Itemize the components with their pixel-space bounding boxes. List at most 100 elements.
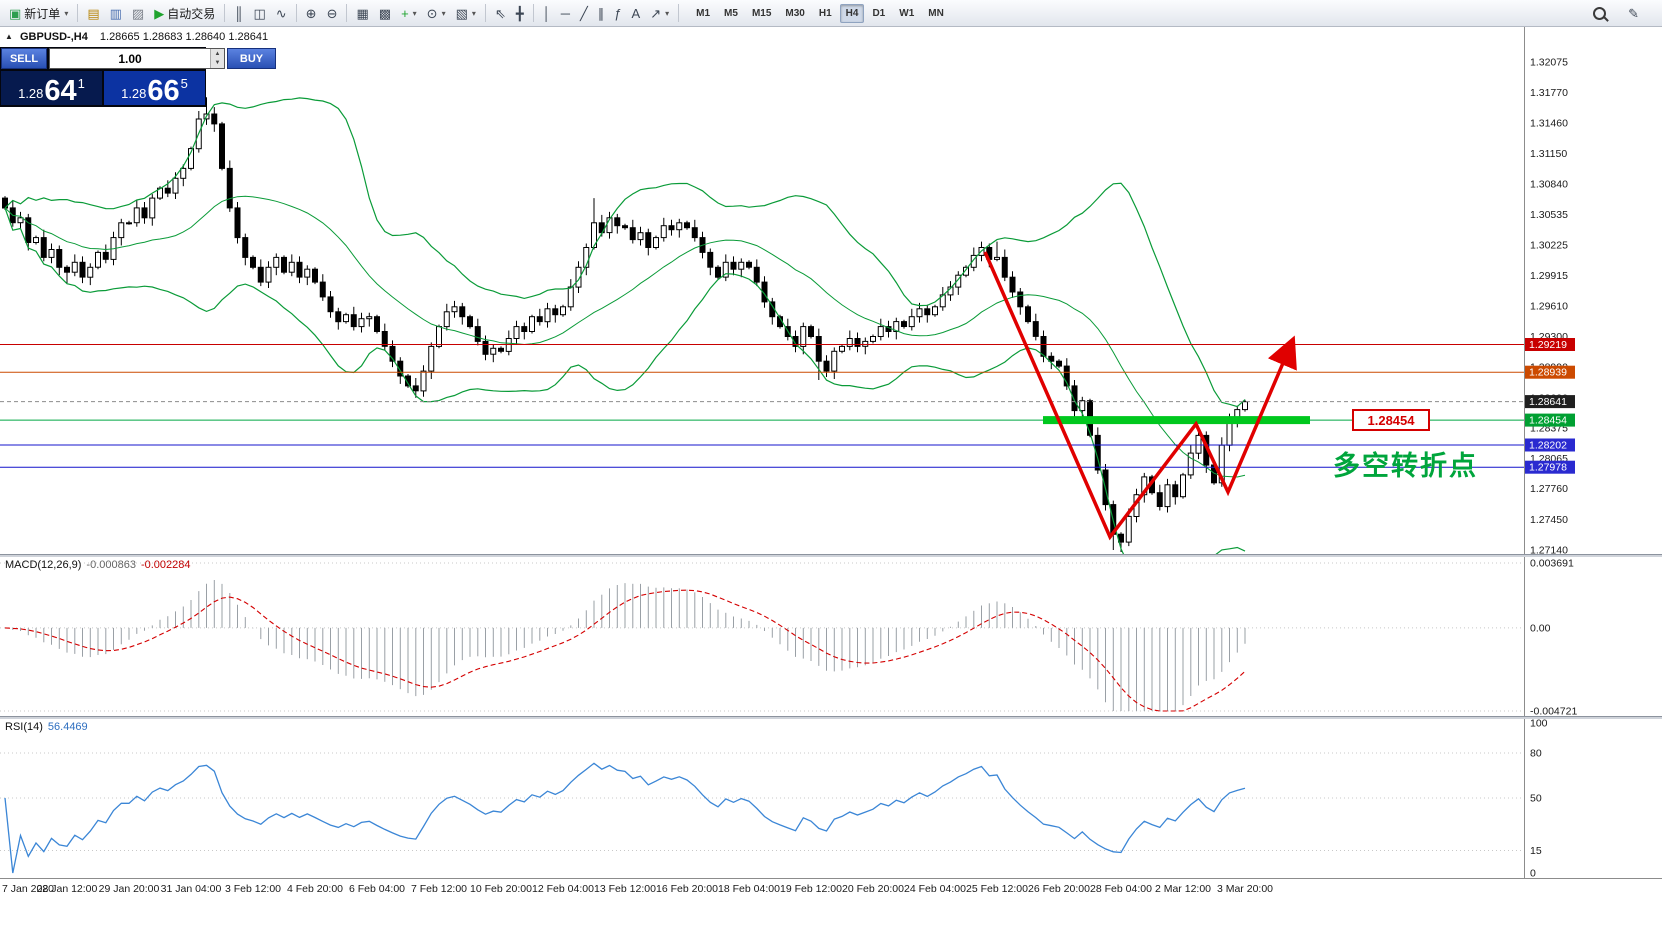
- new-order-button[interactable]: ▣ 新订单 ▾: [5, 3, 72, 24]
- ohlc-values: 1.28665 1.28683 1.28640 1.28641: [99, 31, 269, 43]
- time-tick-label: 28 Feb 04:00: [1090, 883, 1152, 895]
- dropdown-caret-icon: ▾: [471, 8, 476, 18]
- edit-button[interactable]: ✎: [1624, 5, 1643, 22]
- zoom-out-button[interactable]: ⊖: [323, 5, 342, 22]
- timeframe-w1-button[interactable]: W1: [899, 7, 915, 19]
- trade-panel-toggle-icon[interactable]: ▲: [5, 32, 13, 41]
- timeframe-m15-button[interactable]: M15: [751, 7, 772, 19]
- bar-chart-button[interactable]: ║: [230, 5, 247, 22]
- tile-windows-button[interactable]: ▦: [352, 5, 372, 22]
- buy-button[interactable]: BUY: [227, 48, 276, 69]
- timeframe-toolbar: M1 M5 M15 M30 H1 H4 D1 W1 MN: [689, 3, 951, 23]
- line-chart-button[interactable]: ∿: [272, 5, 291, 22]
- dropdown-caret-icon: ▾: [412, 8, 417, 18]
- price-tick-label: 1.30535: [1530, 209, 1568, 221]
- volume-up-button[interactable]: ▲: [214, 50, 221, 57]
- dropdown-caret-icon: ▾: [665, 8, 670, 18]
- price-axis[interactable]: 1.32075 1.31770 1.31460 1.31150 1.30840 1.305…: [1524, 27, 1576, 554]
- support-zone-band[interactable]: [1043, 416, 1310, 425]
- toolbar-separator: [346, 4, 348, 22]
- time-tick-label: 20 Feb 20:00: [842, 883, 904, 895]
- rsi-tick-label: 15: [1530, 845, 1542, 857]
- templates-button[interactable]: ▧ ▾: [452, 5, 480, 22]
- sell-button[interactable]: SELL: [1, 48, 47, 69]
- trend-zigzag-arrow[interactable]: [983, 251, 1297, 541]
- macd-histogram: [12, 580, 1246, 711]
- time-tick-label: 28 Jan 12:00: [37, 883, 98, 895]
- fibonacci-button[interactable]: ƒ: [610, 5, 625, 22]
- trendline-icon: ╱: [579, 5, 588, 21]
- timeframe-d1-button[interactable]: D1: [872, 7, 886, 19]
- vertical-line-icon: │: [542, 5, 551, 21]
- price-badge-label: 1.28454: [1529, 415, 1567, 427]
- price-tick-label: 1.31460: [1530, 117, 1568, 129]
- macd-signal-value: -0.002284: [140, 559, 191, 571]
- rsi-value: 56.4469: [47, 721, 88, 733]
- buy-price-prefix: 1.28: [121, 86, 147, 101]
- price-level-tag[interactable]: 1.28454: [1352, 409, 1430, 431]
- price-badge: [1525, 460, 1575, 474]
- timeframe-mn-button[interactable]: MN: [928, 7, 944, 19]
- navigator-button[interactable]: ▥: [106, 5, 126, 22]
- price-badge-label: 1.28939: [1529, 367, 1567, 379]
- horizontal-line-button[interactable]: ─: [557, 5, 574, 22]
- bollinger-upper-band: [4, 97, 1246, 408]
- main-chart-svg: 1.32075 1.31770 1.31460 1.31150 1.30840 1.305…: [0, 27, 1576, 554]
- candlestick-chart-icon: ◫: [253, 5, 266, 21]
- autotrading-button[interactable]: ▶ 自动交易: [150, 3, 219, 24]
- time-tick-label: 13 Feb 12:00: [594, 883, 656, 895]
- tile-windows-icon: ▦: [356, 5, 369, 21]
- cursor-button[interactable]: ⇖: [491, 5, 510, 22]
- sell-price-prefix: 1.28: [18, 86, 44, 101]
- time-tick-label: 4 Feb 20:00: [287, 883, 343, 895]
- timeframe-m5-button[interactable]: M5: [724, 7, 738, 19]
- volume-input[interactable]: [50, 49, 210, 68]
- rsi-name: RSI(14): [5, 721, 43, 733]
- periods-button[interactable]: ⊙ ▾: [423, 5, 450, 22]
- channel-button[interactable]: ∥: [594, 5, 609, 22]
- price-badge-label: 1.28641: [1529, 396, 1567, 408]
- zoom-in-button[interactable]: ⊕: [302, 5, 321, 22]
- rsi-line: [4, 762, 1246, 874]
- panel-separator[interactable]: [0, 554, 1662, 557]
- panel-separator[interactable]: [0, 716, 1662, 719]
- time-tick-label: 25 Feb 12:00: [966, 883, 1028, 895]
- timeframe-h4-button[interactable]: H4: [839, 3, 865, 23]
- crosshair-button[interactable]: ╋: [512, 5, 528, 22]
- vertical-line-button[interactable]: │: [539, 5, 555, 22]
- price-tick-label: 1.31150: [1530, 148, 1567, 160]
- one-click-trading-panel: SELL ▲ ▼ BUY 1.28641 1.28665: [0, 47, 276, 108]
- timeframe-m30-button[interactable]: M30: [785, 7, 805, 19]
- search-button[interactable]: [1589, 5, 1610, 22]
- bollinger-lower-band: [4, 207, 1246, 554]
- text-button[interactable]: A: [628, 5, 645, 22]
- crosshair-icon: ╋: [515, 5, 524, 21]
- macd-svg: 0.003691 0.00 -0.004721: [0, 557, 1577, 716]
- terminal-icon: ▨: [131, 5, 145, 21]
- arrows-button[interactable]: ↗ ▾: [646, 5, 673, 22]
- candlestick-chart-button[interactable]: ◫: [249, 5, 269, 22]
- search-icon: [1593, 6, 1607, 20]
- toolbar-right-group: ✎: [1588, 5, 1658, 22]
- sell-price[interactable]: 1.28 64 1: [1, 71, 102, 108]
- volume-spinbox: ▲ ▼: [49, 48, 225, 69]
- timeframe-m1-button[interactable]: M1: [696, 7, 711, 19]
- cascade-windows-button[interactable]: ▩: [375, 5, 395, 22]
- time-tick-label: 3 Mar 20:00: [1217, 883, 1273, 895]
- indicators-button[interactable]: + ▾: [397, 5, 421, 22]
- buy-price[interactable]: 1.28 66 5: [104, 71, 205, 106]
- toolbar-separator: [484, 4, 486, 22]
- volume-down-button[interactable]: ▼: [214, 60, 221, 67]
- chart-profiles-button[interactable]: ▤: [83, 5, 103, 22]
- sell-price-pips: 64: [44, 75, 77, 108]
- price-tick-label: 1.27450: [1530, 514, 1568, 526]
- terminal-button[interactable]: ▨: [128, 5, 148, 22]
- turning-point-annotation[interactable]: 多空转折点: [1333, 451, 1478, 481]
- time-tick-label: 19 Feb 12:00: [780, 883, 842, 895]
- trendline-button[interactable]: ╱: [576, 5, 592, 22]
- time-tick-label: 12 Feb 04:00: [532, 883, 594, 895]
- timeframe-h1-button[interactable]: H1: [818, 7, 832, 19]
- channel-icon: ∥: [597, 5, 605, 21]
- macd-tick-label: 0.003691: [1530, 558, 1574, 570]
